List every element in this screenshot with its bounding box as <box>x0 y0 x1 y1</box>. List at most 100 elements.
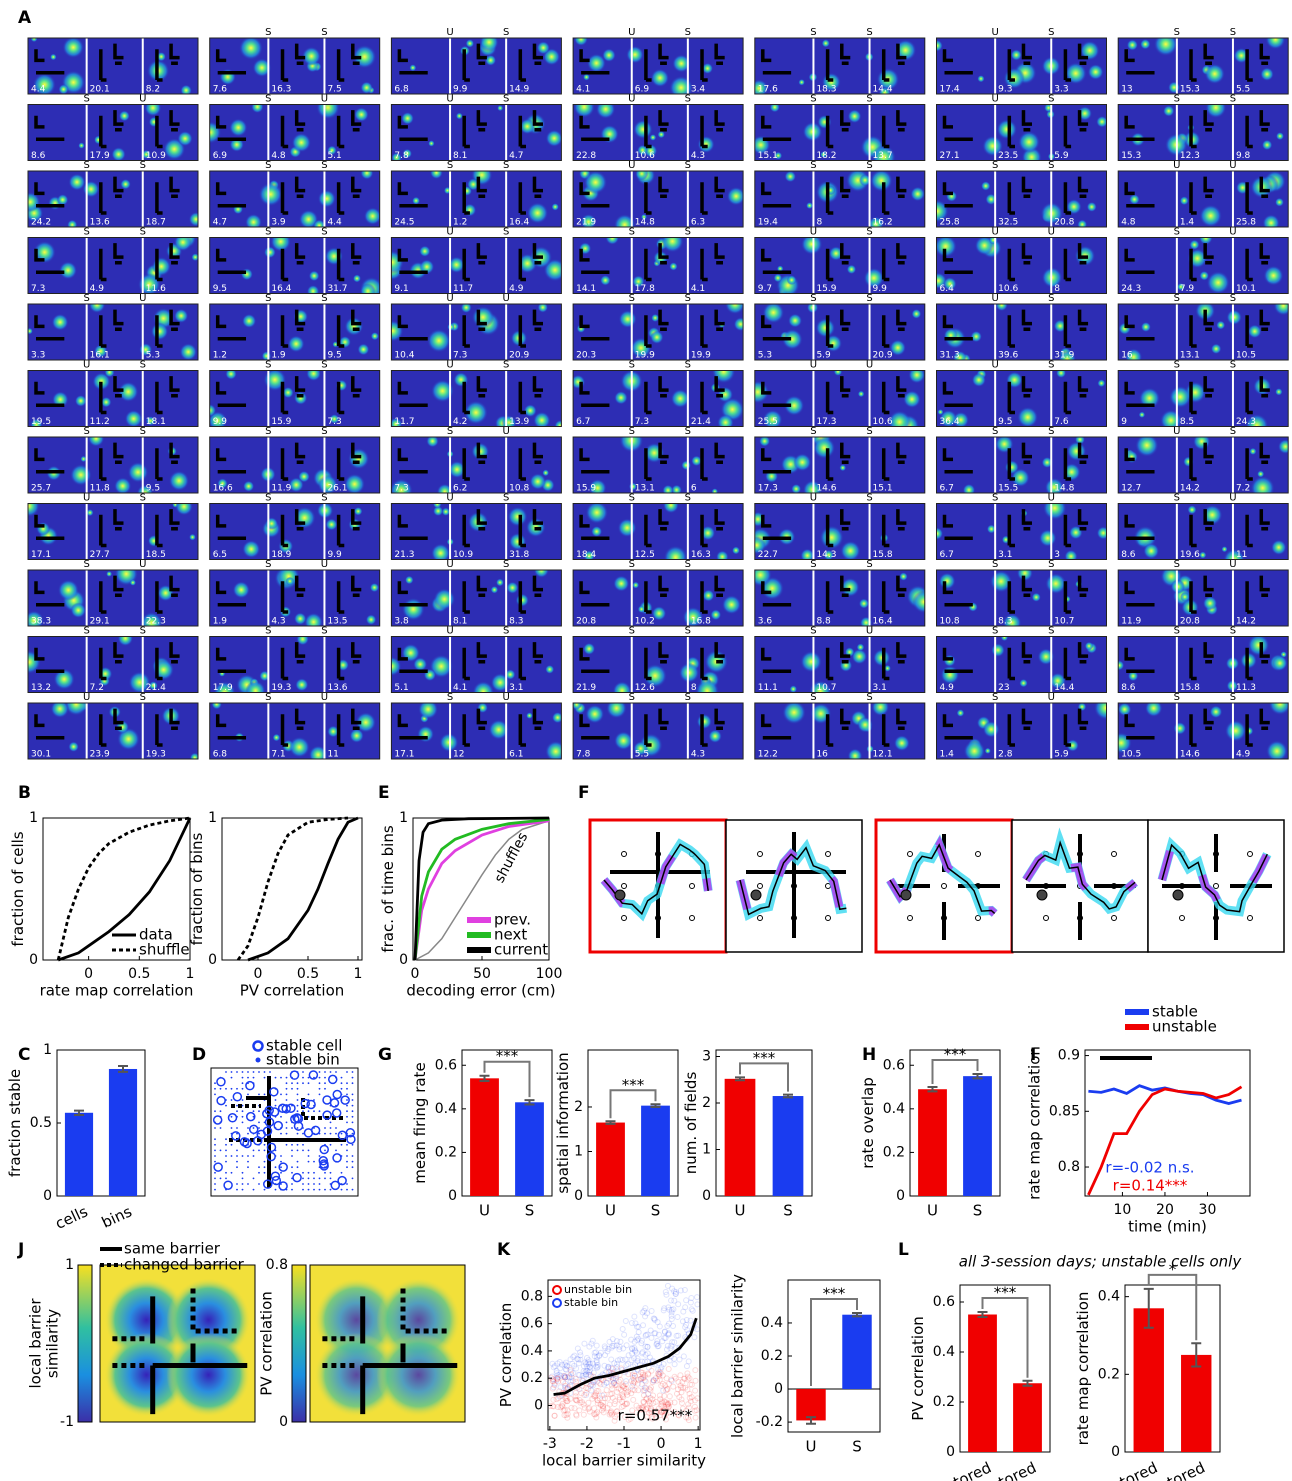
cloud-point <box>624 1391 631 1398</box>
map-frame <box>309 1264 466 1423</box>
cloud-point <box>688 1381 695 1388</box>
cloud-point <box>655 1331 662 1338</box>
barrier <box>215 647 247 673</box>
cloud-point <box>594 1363 601 1370</box>
cloud-point <box>602 1345 609 1352</box>
bin-dot <box>252 1155 255 1157</box>
cloud-point <box>587 1382 594 1389</box>
rate-map: S S12.2 16 12.1 <box>754 692 926 760</box>
map-frame <box>754 237 926 294</box>
cloud-point <box>651 1330 658 1337</box>
peak-rate: 36.4 <box>940 417 960 427</box>
field <box>129 579 137 586</box>
field <box>114 477 132 493</box>
field <box>600 275 611 286</box>
stable-cell <box>340 1095 350 1105</box>
cloud-point <box>655 1366 662 1373</box>
field <box>980 181 991 191</box>
field <box>229 137 245 152</box>
field <box>120 178 131 190</box>
field <box>602 48 616 63</box>
bin-dot <box>247 1076 249 1079</box>
field <box>691 455 702 467</box>
field <box>1064 549 1078 560</box>
cloud-point <box>584 1368 591 1375</box>
peak-rate: 9.1 <box>394 284 408 294</box>
cloud-point <box>562 1374 569 1381</box>
session-label: U <box>446 360 453 371</box>
peak-rate: 6.2 <box>453 484 467 494</box>
cloud-point <box>692 1387 699 1394</box>
field <box>327 725 340 738</box>
barrier <box>397 714 428 740</box>
field <box>542 469 550 477</box>
legend-item: unstable bin <box>552 1283 632 1296</box>
stable-cell <box>269 1087 279 1097</box>
field <box>724 304 744 315</box>
cloud-point <box>647 1407 654 1414</box>
cloud-point <box>670 1322 677 1329</box>
field <box>1041 456 1053 469</box>
cloud-point <box>574 1345 581 1352</box>
peak-rate: 8.2 <box>146 85 160 95</box>
rate-map: S S14.1 17.8 4.1 <box>572 227 744 294</box>
map-frame <box>754 37 926 95</box>
rate-map: 4.4 20.1 8.2 <box>27 37 199 95</box>
peak-rate: 10.1 <box>1236 284 1256 294</box>
bin-dot <box>351 1143 354 1146</box>
cloud-point <box>657 1369 664 1376</box>
rate-map: S U11.9 20.8 14.2 <box>1117 559 1289 627</box>
y-tick-label: 0 <box>29 952 38 968</box>
cloud-point <box>600 1399 607 1406</box>
stable-cell <box>216 1095 226 1106</box>
field <box>296 636 309 646</box>
peak-rate: 31.7 <box>327 284 347 294</box>
cloud-point <box>625 1371 632 1378</box>
field <box>1038 529 1057 547</box>
cloud-point <box>647 1327 654 1334</box>
cloud-point <box>664 1282 671 1289</box>
peak-rate: 7.8 <box>394 151 409 161</box>
field <box>64 703 88 716</box>
barrier <box>518 642 543 681</box>
y-tick-label: 0 <box>702 1188 711 1204</box>
cloud-point <box>661 1406 668 1413</box>
rate-map: S S19.4 8 16.2 <box>754 160 926 228</box>
field <box>298 209 319 227</box>
cloud-point <box>656 1369 663 1376</box>
stable-cell <box>322 1095 332 1105</box>
cloud-point <box>656 1376 663 1383</box>
rate-map: S S25.7 11.8 9.5 <box>27 426 199 494</box>
cloud-point <box>630 1380 637 1387</box>
peak-rate: 25.5 <box>758 417 778 427</box>
bin-dot <box>247 1071 249 1073</box>
cloud-point <box>676 1394 683 1401</box>
cloud-point <box>592 1363 599 1370</box>
peak-rate: 18.2 <box>816 151 836 161</box>
barrier <box>942 182 973 208</box>
peak-rate: 4.2 <box>453 417 467 427</box>
position <box>900 889 912 901</box>
cloud-point <box>685 1401 692 1408</box>
rate-map: U S4.1 6.9 3.4 <box>572 27 744 95</box>
field <box>251 104 264 114</box>
cloud-point <box>631 1370 638 1377</box>
stable-cell <box>223 1180 233 1190</box>
field <box>426 437 439 448</box>
field <box>263 246 276 259</box>
field <box>301 46 321 66</box>
map-frame <box>209 436 381 494</box>
series-line <box>56 816 191 961</box>
field <box>1019 678 1028 688</box>
barrier <box>462 309 487 348</box>
peak-rate: 18.9 <box>271 550 291 560</box>
session-label: S <box>83 227 89 238</box>
cloud-point <box>662 1416 669 1423</box>
peak-rate: 11.1 <box>758 683 778 693</box>
bar <box>963 1076 992 1196</box>
bin-dot <box>291 1166 293 1169</box>
bin-dot <box>280 1160 282 1163</box>
stable-cell <box>332 1089 342 1100</box>
colorbar <box>291 1264 307 1423</box>
barrier <box>99 176 124 215</box>
